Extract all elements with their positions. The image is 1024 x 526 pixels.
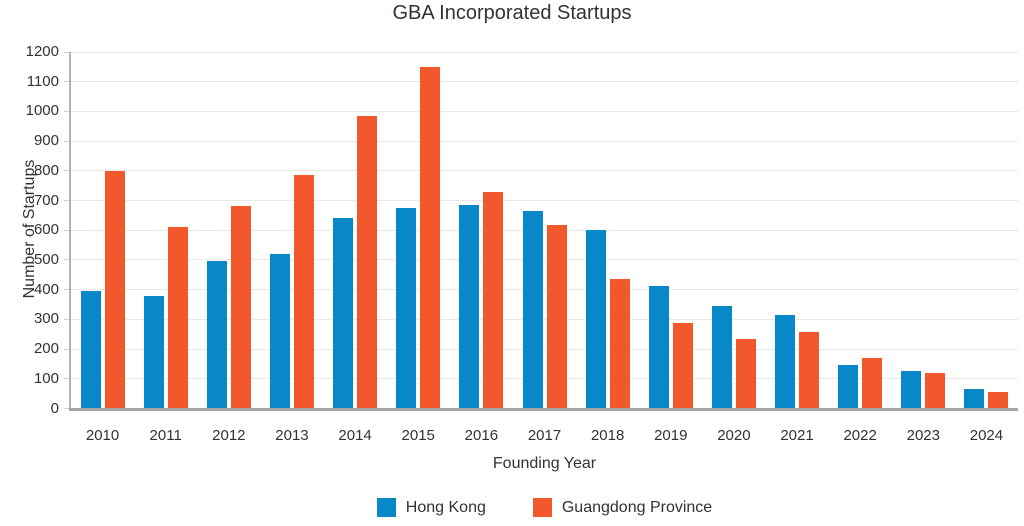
y-tick-label-600: 600	[33, 221, 59, 239]
bar-hong-kong-2012	[206, 261, 227, 409]
bar-guangdong-province-2014	[357, 115, 378, 409]
y-tick-mark-100	[64, 378, 69, 380]
x-tick-label-2024: 2024	[969, 427, 1004, 444]
y-tick-mark-1100	[64, 81, 69, 83]
gridline-1000	[71, 110, 1018, 112]
y-tick-label-300: 300	[33, 310, 59, 328]
legend-item-guangdong-province: Guangdong Province	[532, 498, 713, 517]
x-tick-label-2015: 2015	[401, 427, 435, 444]
x-tick-label-2013: 2013	[275, 427, 309, 444]
x-tick-label-2017: 2017	[527, 427, 562, 444]
gridline-800	[71, 170, 1018, 172]
bar-guangdong-province-2010	[104, 170, 125, 409]
bar-guangdong-province-2024	[988, 391, 1009, 409]
x-tick-label-2011: 2011	[149, 427, 182, 444]
x-tick-label-2018: 2018	[590, 427, 625, 444]
legend-label-guangdong-province: Guangdong Province	[561, 499, 713, 516]
y-tick-label-1000: 1000	[25, 102, 59, 120]
y-tick-label-900: 900	[33, 132, 59, 150]
gridline-600	[71, 229, 1018, 231]
x-tick-label-2014: 2014	[338, 427, 372, 444]
bar-guangdong-province-2017	[546, 225, 567, 409]
gridline-500	[71, 259, 1018, 261]
x-tick-label-2023: 2023	[906, 427, 940, 444]
y-tick-label-200: 200	[33, 340, 59, 358]
y-tick-mark-400	[64, 289, 69, 291]
y-tick-label-0: 0	[50, 399, 59, 417]
bar-guangdong-province-2018	[609, 278, 630, 409]
bar-hong-kong-2011	[143, 295, 164, 409]
y-tick-label-1100: 1100	[26, 72, 59, 90]
bar-guangdong-province-2016	[483, 191, 504, 409]
x-tick-label-2021: 2021	[780, 427, 814, 444]
bar-hong-kong-2022	[838, 364, 859, 409]
y-axis-line	[69, 52, 71, 409]
y-tick-label-100: 100	[33, 369, 59, 387]
bar-hong-kong-2014	[333, 218, 354, 409]
y-tick-mark-1200	[64, 51, 69, 53]
legend-swatch-guangdong-province	[532, 498, 552, 517]
gridline-200	[71, 348, 1018, 350]
legend-swatch-hong-kong	[376, 498, 396, 517]
bar-hong-kong-2016	[459, 204, 480, 409]
bar-guangdong-province-2019	[672, 322, 693, 409]
bar-guangdong-province-2015	[420, 67, 441, 409]
y-tick-label-1200: 1200	[25, 43, 59, 60]
gridline-900	[71, 140, 1018, 142]
bar-hong-kong-2020	[711, 305, 732, 409]
x-tick-label-2019: 2019	[654, 427, 688, 444]
x-tick-label-2016: 2016	[464, 427, 499, 444]
gridline-100	[71, 378, 1018, 380]
bar-guangdong-province-2022	[862, 357, 883, 409]
y-tick-mark-600	[64, 229, 69, 231]
y-tick-label-700: 700	[33, 191, 59, 209]
bar-hong-kong-2010	[80, 291, 101, 409]
gridline-300	[71, 318, 1018, 320]
bar-guangdong-province-2021	[799, 332, 820, 409]
bar-guangdong-province-2013	[293, 175, 314, 409]
y-tick-label-400: 400	[33, 280, 59, 298]
gridline-400	[71, 289, 1018, 291]
bar-hong-kong-2019	[648, 285, 669, 409]
y-tick-mark-300	[64, 318, 69, 320]
bar-hong-kong-2018	[585, 229, 606, 409]
bar-guangdong-province-2020	[735, 338, 756, 409]
bar-hong-kong-2015	[396, 207, 417, 409]
x-axis-line	[69, 408, 1018, 411]
bar-guangdong-province-2011	[167, 226, 188, 409]
bar-guangdong-province-2023	[925, 373, 946, 409]
y-tick-mark-900	[64, 140, 69, 142]
bar-hong-kong-2013	[269, 254, 290, 409]
legend-item-hong-kong: Hong Kong	[376, 498, 486, 517]
bar-hong-kong-2021	[775, 314, 796, 409]
gridline-1200	[71, 51, 1018, 53]
y-tick-mark-1000	[64, 110, 69, 112]
x-tick-label-2022: 2022	[843, 427, 877, 444]
x-tick-label-2020: 2020	[717, 427, 751, 444]
x-axis-title: Founding Year	[492, 455, 597, 472]
y-tick-mark-0	[64, 408, 69, 409]
bar-hong-kong-2024	[964, 389, 985, 409]
gridline-700	[71, 200, 1018, 202]
x-tick-label-2010: 2010	[85, 427, 120, 444]
y-tick-label-800: 800	[33, 161, 59, 179]
y-tick-mark-500	[64, 259, 69, 261]
y-tick-mark-200	[64, 348, 69, 350]
x-tick-label-2012: 2012	[212, 427, 246, 444]
gridline-1100	[71, 81, 1018, 83]
legend-label-hong-kong: Hong Kong	[405, 499, 486, 516]
legend: Hong Kong Guangdong Province	[71, 498, 1018, 517]
y-tick-mark-800	[64, 170, 69, 172]
y-tick-mark-700	[64, 200, 69, 202]
bar-hong-kong-2023	[901, 370, 922, 409]
chart-title: GBA Incorporated Startups	[392, 2, 632, 24]
y-tick-label-500: 500	[33, 250, 59, 268]
bar-hong-kong-2017	[522, 210, 543, 409]
bar-guangdong-province-2012	[230, 206, 251, 409]
